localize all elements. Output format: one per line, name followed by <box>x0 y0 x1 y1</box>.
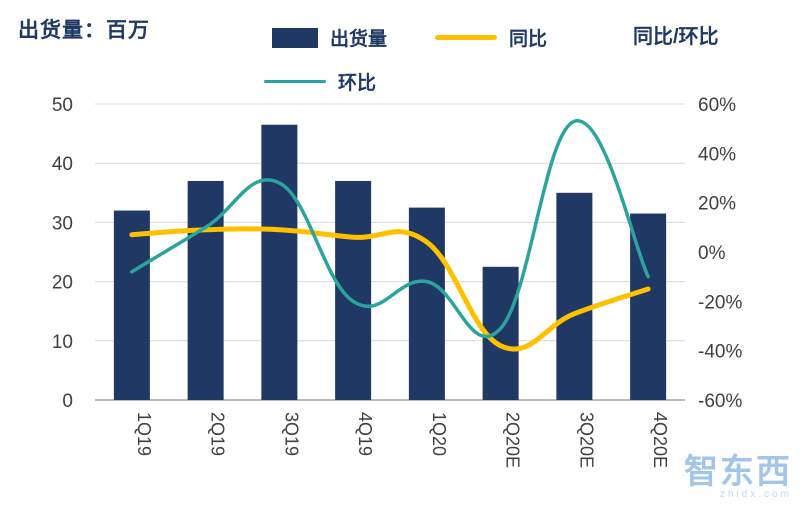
legend-item-qoq: 环比 <box>264 68 376 95</box>
y-axis-label-right: 60% <box>698 95 736 116</box>
legend-label-yoy: 同比 <box>509 29 548 50</box>
legend-row-1: 出货量 同比 <box>272 24 581 51</box>
y-axis-label-left: 40 <box>52 154 73 175</box>
x-axis-label: 3Q19 <box>281 412 301 456</box>
x-axis-label: 3Q20E <box>576 412 596 468</box>
legend-label-shipments: 出货量 <box>330 29 388 50</box>
x-axis-label: 4Q19 <box>355 412 375 456</box>
bar <box>261 124 298 400</box>
chart-title: 出货量：百万 <box>18 19 150 42</box>
y-axis-label-right: 20% <box>698 194 736 215</box>
y-axis-label-left: 0 <box>62 391 73 412</box>
bar <box>556 192 593 400</box>
y-axis-label-right: 40% <box>698 144 736 165</box>
y-axis-label-left: 20 <box>52 273 73 294</box>
x-axis-label: 2Q19 <box>208 412 228 456</box>
y-axis-label-left: 10 <box>52 332 73 353</box>
bar <box>187 180 224 400</box>
legend-label-qoq: 环比 <box>338 73 377 94</box>
y-axis-label-right: 0% <box>698 243 726 264</box>
y-axis-label-right: -40% <box>698 342 742 363</box>
bar <box>113 210 150 400</box>
y-axis-label-right: -20% <box>698 292 742 313</box>
yoy-line-swatch-icon <box>435 35 498 40</box>
y-axis-label-right: -60% <box>698 391 742 412</box>
legend-item-shipments: 出货量 <box>272 24 387 51</box>
y-axis-label-left: 30 <box>52 213 73 234</box>
yoy-line <box>129 226 651 352</box>
x-axis-label: 1Q19 <box>134 412 154 456</box>
chart-canvas: 0 10 20 30 40 50 -60% -40% -20% 0% 20% 40% 60% 1Q19 2Q… <box>52 95 743 468</box>
bar-swatch-icon <box>272 27 318 48</box>
y-axis-label-left: 50 <box>52 95 73 116</box>
right-axis-title: 同比/环比 <box>633 26 719 48</box>
x-axis-label: 4Q20E <box>650 412 670 468</box>
legend-item-yoy: 同比 <box>435 24 547 51</box>
x-axis-label: 2Q20E <box>503 412 523 468</box>
x-axis-label: 1Q20 <box>429 412 449 456</box>
qoq-line-swatch-icon <box>264 80 326 83</box>
qoq-line <box>130 119 650 339</box>
legend-row-2: 环比 <box>264 68 410 95</box>
